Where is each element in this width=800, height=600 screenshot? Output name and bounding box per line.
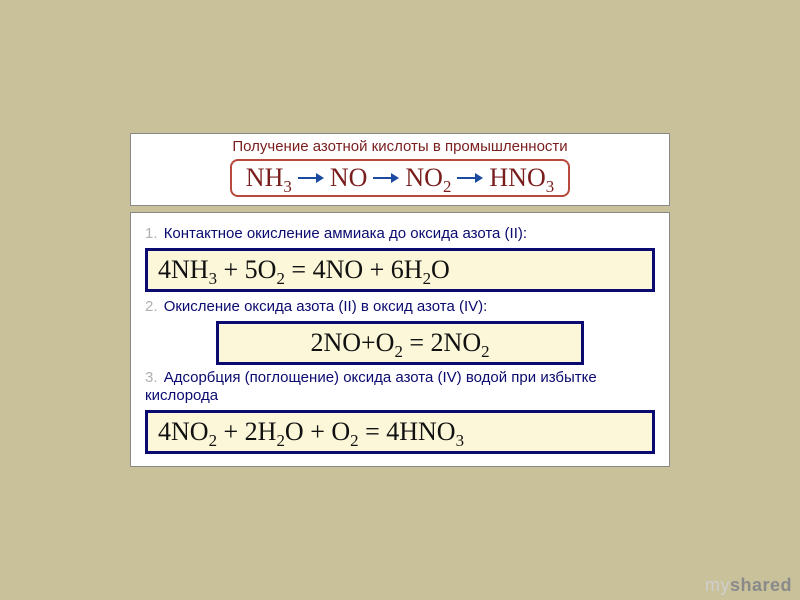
- step-label: 3. Адсорбция (поглощение) оксида азота (…: [145, 369, 655, 407]
- scheme-mol: HNO3: [489, 163, 554, 193]
- step-number: 3.: [145, 369, 158, 386]
- equation-box: 4NH3 + 5O2 = 4NO + 6H2O: [145, 248, 655, 292]
- arrow-icon: [298, 173, 324, 183]
- scheme-mol: NH3: [246, 163, 292, 193]
- header-panel: Получение азотной кислоты в промышленнос…: [130, 133, 670, 206]
- step-label: 2. Окисление оксида азота (II) в оксид а…: [145, 298, 655, 317]
- watermark: myshared: [705, 575, 792, 596]
- step-number: 1.: [145, 225, 158, 242]
- step-text: Контактное окисление аммиака до оксида а…: [164, 225, 527, 242]
- arrow-icon: [457, 173, 483, 183]
- equation-box: 4NO2 + 2H2O + O2 = 4HNO3: [145, 410, 655, 454]
- step-text: Адсорбция (поглощение) оксида азота (IV)…: [145, 369, 597, 405]
- arrow-icon: [373, 173, 399, 183]
- reaction-scheme: NH3 NO NO2 HNO3: [230, 159, 570, 197]
- step-label: 1. Контактное окисление аммиака до оксид…: [145, 225, 655, 244]
- watermark-shared: shared: [730, 575, 792, 595]
- watermark-my: my: [705, 575, 730, 595]
- content: Получение азотной кислоты в промышленнос…: [130, 133, 670, 467]
- equation-box: 2NO+O2 = 2NO2: [216, 321, 583, 365]
- steps-panel: 1. Контактное окисление аммиака до оксид…: [130, 212, 670, 467]
- scheme-mol: NO: [330, 163, 368, 193]
- scheme-mol: NO2: [405, 163, 451, 193]
- step-text: Окисление оксида азота (II) в оксид азот…: [164, 298, 488, 315]
- slide-title: Получение азотной кислоты в промышленнос…: [139, 138, 661, 155]
- step-number: 2.: [145, 298, 158, 315]
